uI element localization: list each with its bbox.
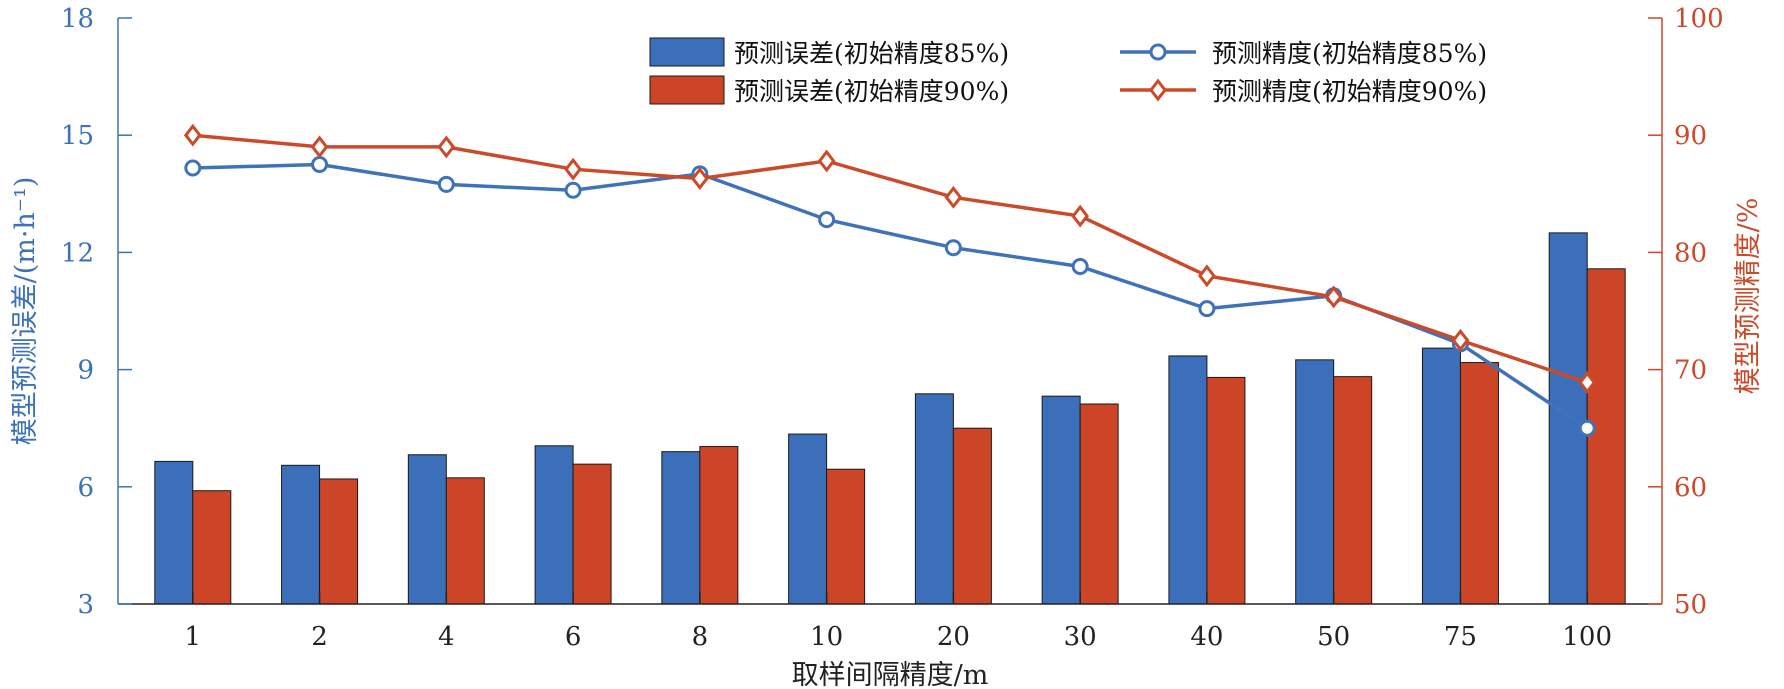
y-right-tick-label-90: 90 — [1674, 121, 1707, 151]
bar-s1-100 — [1548, 232, 1588, 605]
legend-label-bar-2: 预测误差(初始精度90%) — [734, 77, 1009, 106]
bar-s2-1 — [192, 490, 232, 605]
bar-s1-2 — [281, 464, 321, 605]
point-s1-1 — [184, 159, 202, 177]
bar-s2-20 — [952, 427, 992, 605]
point-s1-100 — [1578, 419, 1596, 437]
lines-layer — [183, 123, 1597, 437]
x-tick-label-40: 40 — [1190, 622, 1223, 652]
x-tick-label-2: 2 — [311, 622, 328, 652]
point-s1-10 — [818, 211, 836, 229]
point-s1-40 — [1198, 300, 1216, 318]
y-left-tick-label-9: 9 — [77, 356, 94, 386]
bar-s1-6 — [534, 445, 574, 605]
point-s1-30 — [1071, 257, 1089, 275]
bar-s2-4 — [445, 477, 485, 605]
x-tick-label-8: 8 — [692, 622, 709, 652]
bar-s2-10 — [826, 468, 866, 605]
x-tick-label-10: 10 — [810, 622, 843, 652]
y-axis-right-title: 模型预测精度/% — [1733, 198, 1764, 395]
y-left-tick-label-3: 3 — [77, 590, 94, 620]
point-s2-100 — [1578, 371, 1597, 394]
bar-s1-20 — [914, 393, 954, 605]
x-tick-label-75: 75 — [1444, 622, 1477, 652]
point-s2-40 — [1198, 264, 1216, 288]
point-s2-8 — [690, 167, 709, 191]
point-s2-6 — [564, 157, 582, 181]
bar-s1-50 — [1295, 359, 1335, 605]
y-right-tick-label-60: 60 — [1674, 473, 1707, 503]
y-left-tick-label-15: 15 — [61, 121, 94, 151]
point-s2-75 — [1451, 328, 1470, 352]
y-right-tick-label-50: 50 — [1674, 590, 1707, 620]
legend-label-line-2: 预测精度(初始精度90%) — [1212, 77, 1487, 106]
y-left-tick-label-12: 12 — [61, 238, 94, 268]
y-right-tick-label-100: 100 — [1674, 4, 1724, 34]
legend-label-line-1: 预测精度(初始精度85%) — [1212, 39, 1487, 68]
legend-label-bar-1: 预测误差(初始精度85%) — [734, 39, 1009, 68]
bar-s2-8 — [699, 446, 739, 605]
bar-s2-6 — [572, 463, 612, 605]
bar-s2-40 — [1206, 376, 1246, 605]
x-axis-title: 取样间隔精度/m — [792, 660, 989, 689]
bar-s2-50 — [1333, 376, 1373, 605]
x-tick-label-100: 100 — [1562, 622, 1612, 652]
point-s1-4 — [437, 175, 455, 193]
line-series-2 — [192, 133, 1588, 385]
bar-s2-75 — [1459, 362, 1499, 605]
point-s2-50 — [1324, 285, 1343, 309]
legend-marker-line-1 — [1149, 43, 1167, 61]
y-axis-left-title: 模型预测误差/(m·h⁻¹) — [10, 177, 41, 446]
bar-s1-8 — [661, 451, 701, 605]
bar-s1-75 — [1421, 347, 1461, 605]
y-right-tick-label-80: 80 — [1674, 238, 1707, 268]
x-tick-label-30: 30 — [1064, 622, 1097, 652]
point-s2-1 — [183, 123, 202, 147]
bar-s1-4 — [407, 454, 447, 605]
bar-s1-40 — [1168, 355, 1208, 605]
point-s2-20 — [944, 185, 963, 209]
x-tick-label-4: 4 — [438, 622, 455, 652]
x-tick-label-6: 6 — [565, 622, 582, 652]
bar-s2-30 — [1079, 403, 1119, 605]
y-left-tick-label-18: 18 — [61, 4, 94, 34]
x-tick-label-50: 50 — [1317, 622, 1350, 652]
point-s2-30 — [1071, 204, 1090, 228]
point-s2-4 — [437, 135, 456, 159]
point-s2-10 — [817, 149, 836, 173]
bar-s2-2 — [319, 478, 359, 605]
legend-swatch-bar-1 — [649, 37, 725, 67]
point-s1-2 — [311, 156, 329, 173]
bars-layer — [154, 232, 1626, 605]
y-left-tick-label-6: 6 — [77, 473, 94, 503]
y-right-tick-label-70: 70 — [1674, 356, 1707, 386]
bar-s1-1 — [154, 460, 194, 605]
point-s2-2 — [310, 135, 329, 159]
x-tick-label-1: 1 — [185, 622, 202, 652]
point-s1-6 — [564, 181, 582, 199]
legend-swatch-bar-2 — [649, 75, 725, 105]
bar-s2-100 — [1586, 268, 1626, 605]
legend: 预测误差(初始精度85%) 预测误差(初始精度90%) 预测精度(初始精度85%) 预… — [649, 37, 1487, 106]
bar-s1-30 — [1041, 395, 1081, 605]
x-tick-label-20: 20 — [937, 622, 970, 652]
legend-marker-line-2 — [1149, 78, 1167, 102]
line-series-1 — [192, 162, 1589, 430]
point-s1-20 — [944, 239, 962, 257]
bar-s1-10 — [788, 433, 828, 605]
